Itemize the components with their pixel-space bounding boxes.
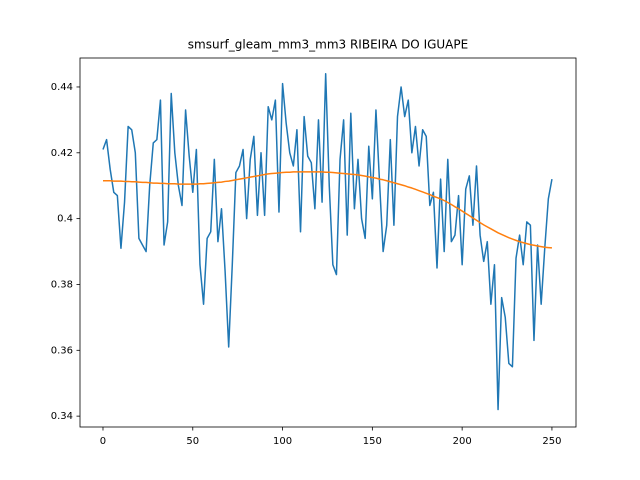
- y-tick-label: 0.42: [51, 148, 73, 159]
- x-tick-label: 0: [100, 436, 106, 447]
- x-tick-label: 50: [186, 436, 199, 447]
- plot-area: [102, 73, 553, 411]
- y-tick-label: 0.38: [51, 279, 73, 290]
- x-tick-label: 150: [363, 436, 382, 447]
- y-tick-label: 0.4: [57, 214, 73, 225]
- x-tick-label: 200: [453, 436, 472, 447]
- x-tick-label: 250: [542, 436, 561, 447]
- y-tick-label: 0.36: [51, 345, 73, 356]
- y-tick-label: 0.44: [51, 82, 73, 93]
- y-tick-label: 0.34: [51, 411, 73, 422]
- axes-frame: [79, 57, 577, 428]
- x-tick-label: 100: [273, 436, 292, 447]
- line-series: [102, 73, 553, 411]
- chart-title: smsurf_gleam_mm3_mm3 RIBEIRA DO IGUAPE: [188, 38, 468, 52]
- line-series: [102, 171, 553, 249]
